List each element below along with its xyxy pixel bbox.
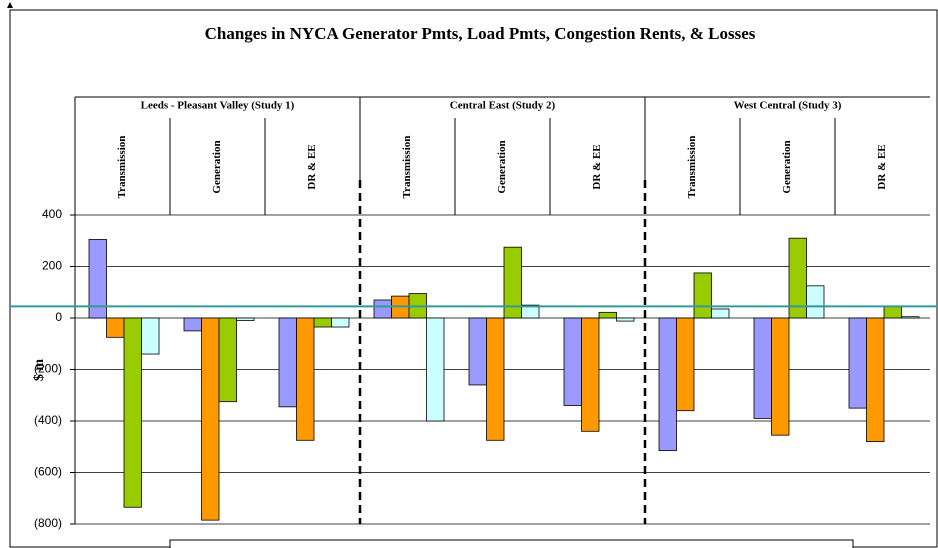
y-tick-label: 200 [42, 259, 62, 273]
bar [676, 317, 695, 412]
y-tick-label: (200) [34, 362, 62, 376]
bar [658, 317, 677, 452]
bar [313, 317, 332, 328]
y-axis-label: $ m [32, 359, 47, 382]
bar [503, 246, 522, 319]
bar [616, 317, 635, 322]
y-tick-label: (600) [34, 465, 62, 479]
bar [296, 317, 315, 441]
bar [771, 317, 790, 436]
bar [201, 317, 220, 521]
bar [141, 317, 160, 355]
x-tick-label: DR & EE [876, 144, 888, 189]
legend-box [169, 539, 854, 548]
group-label: Central East (Study 2) [450, 100, 556, 112]
bar [788, 237, 807, 319]
bar [218, 317, 237, 403]
bar [866, 317, 885, 442]
y-tick-label: 0 [55, 310, 62, 324]
group-label: Leeds - Pleasant Valley (Study 1) [141, 100, 295, 112]
bar [486, 317, 505, 441]
corner-arrow [7, 2, 13, 8]
bar [806, 285, 825, 319]
bar [278, 317, 297, 408]
bar [753, 317, 772, 419]
x-tick-label: Transmission [401, 136, 413, 199]
y-tick-label: (400) [34, 413, 62, 427]
bar [331, 317, 350, 328]
bar [183, 317, 202, 332]
bar [581, 317, 600, 432]
bar [106, 317, 125, 338]
bar [468, 317, 487, 386]
x-tick-label: Transmission [116, 136, 128, 199]
chart-title: Changes in NYCA Generator Pmts, Load Pmt… [205, 24, 756, 43]
bar [521, 304, 540, 319]
x-tick-label: Generation [781, 140, 793, 193]
x-tick-label: DR & EE [306, 144, 318, 189]
bar [426, 317, 445, 422]
group-label: West Central (Study 3) [734, 100, 842, 112]
bar [711, 308, 730, 319]
x-tick-label: Generation [496, 140, 508, 193]
y-tick-label: 400 [42, 207, 62, 221]
bar [598, 311, 617, 319]
bar [373, 299, 392, 319]
bar [883, 306, 902, 319]
bar [848, 317, 867, 409]
bar [693, 272, 712, 319]
bar [123, 317, 142, 508]
bar [563, 317, 582, 406]
y-tick-label: (800) [34, 516, 62, 530]
bar [236, 317, 255, 321]
bar [88, 239, 107, 319]
x-tick-label: Transmission [686, 136, 698, 199]
x-tick-label: Generation [211, 140, 223, 193]
bar [901, 316, 920, 319]
x-tick-label: DR & EE [591, 144, 603, 189]
